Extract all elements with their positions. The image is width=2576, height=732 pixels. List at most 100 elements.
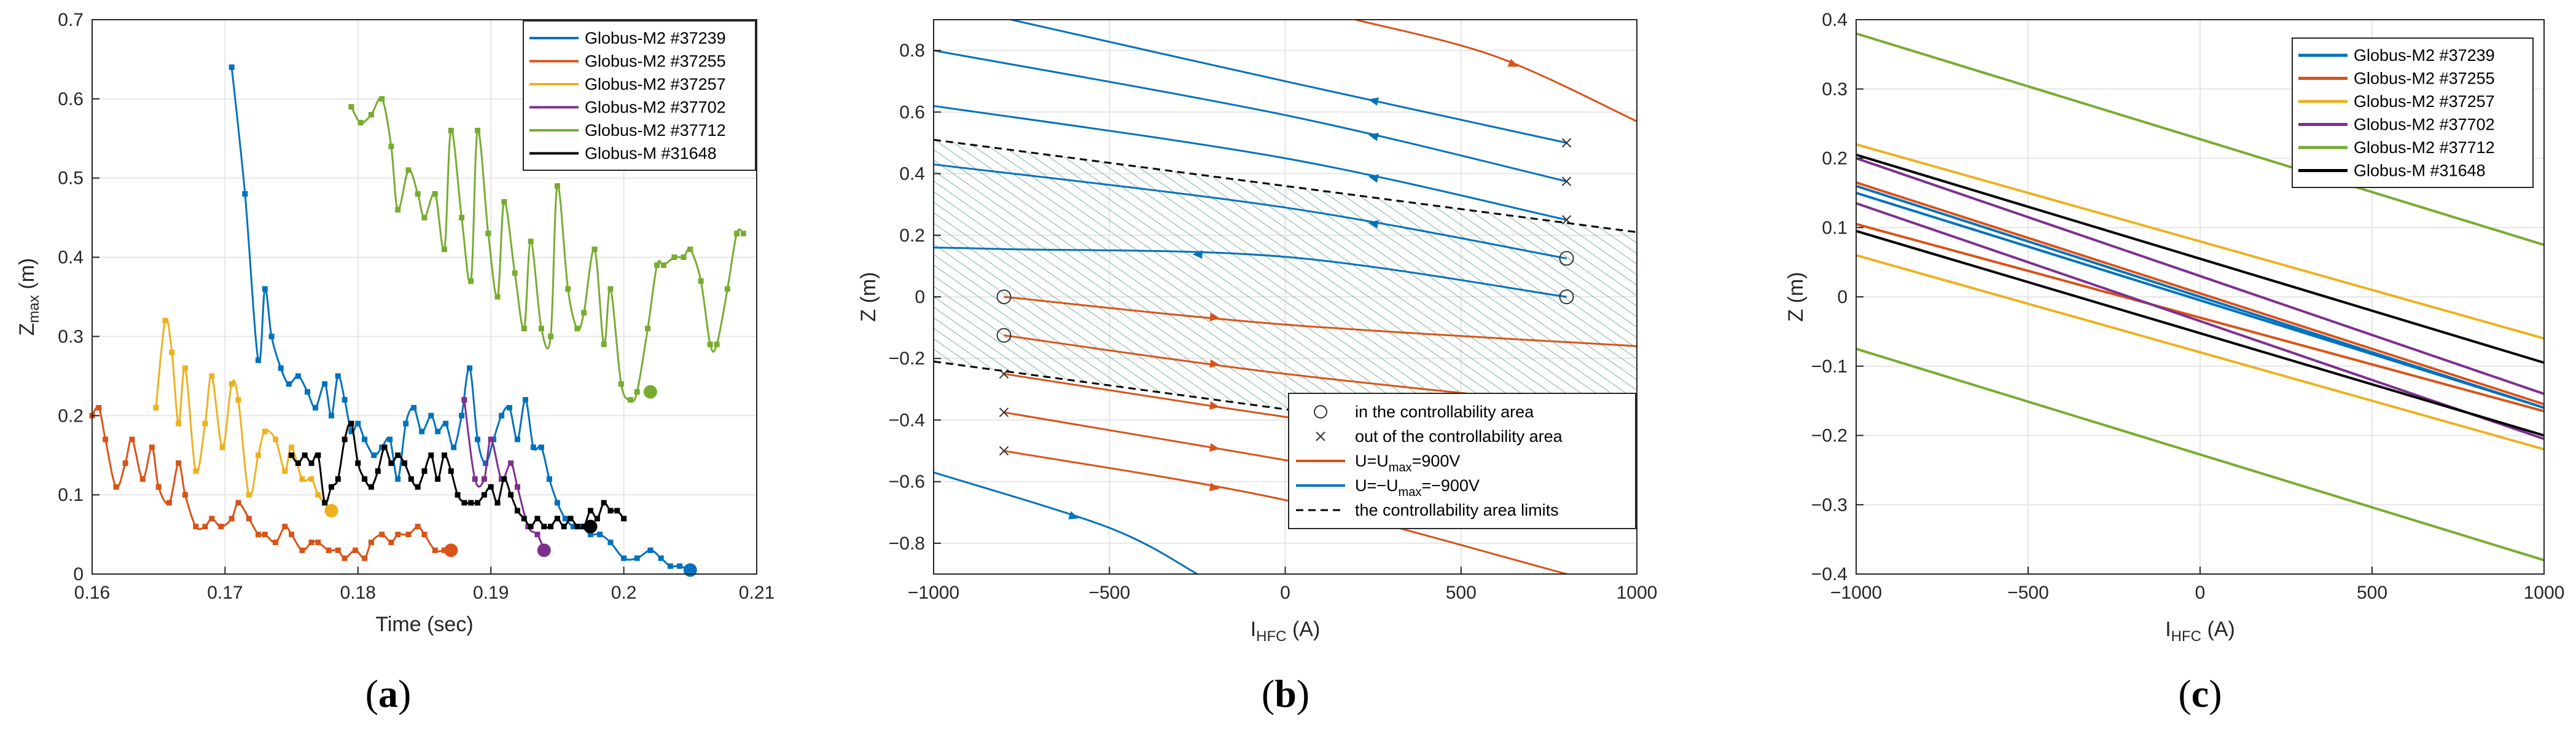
data-point bbox=[508, 492, 514, 498]
chart-b: −1000 −500 0 500 1000 −0.8 −0.6 −0.4 −0.2 0 0.2 0.4… bbox=[857, 19, 1657, 715]
data-point bbox=[627, 397, 633, 403]
data-point bbox=[315, 452, 321, 458]
data-point bbox=[419, 428, 425, 435]
x-tick-label: −1000 bbox=[908, 583, 959, 603]
end-marker bbox=[643, 385, 657, 399]
end-marker bbox=[324, 503, 338, 518]
chart-c: −1000 −500 0 500 1000 −0.4 −0.3 −0.2 −0.1 0 0.1 0.2… bbox=[1784, 10, 2564, 715]
data-point bbox=[514, 436, 520, 443]
legend-label: Globus-M #31648 bbox=[585, 144, 717, 163]
data-point bbox=[521, 516, 527, 522]
data-point bbox=[313, 404, 319, 411]
upper-limit-line bbox=[933, 138, 1637, 234]
legend-x-marker bbox=[1316, 431, 1325, 441]
trajectory-line bbox=[934, 471, 1198, 574]
data-point bbox=[494, 500, 501, 506]
data-point bbox=[268, 333, 275, 339]
series-3 bbox=[1856, 157, 2545, 441]
data-point bbox=[714, 341, 720, 347]
data-point bbox=[607, 286, 614, 292]
y-tick-label: −0.1 bbox=[1811, 356, 1848, 377]
data-point bbox=[671, 254, 677, 261]
start-marker-circle bbox=[996, 289, 1012, 304]
x-tick-label: 0.17 bbox=[207, 583, 243, 603]
trajectory-arrow bbox=[1209, 313, 1220, 321]
data-point bbox=[262, 286, 268, 292]
data-point bbox=[475, 127, 481, 133]
data-point bbox=[193, 524, 199, 530]
data-point bbox=[481, 476, 487, 482]
data-point bbox=[522, 397, 528, 403]
data-point bbox=[302, 452, 308, 458]
data-point bbox=[455, 492, 461, 498]
data-point bbox=[667, 563, 673, 569]
x-axis-label: IHFC (A) bbox=[2165, 618, 2235, 645]
y-tick-label: −0.2 bbox=[1811, 426, 1848, 446]
data-point bbox=[368, 539, 374, 545]
data-point bbox=[246, 516, 252, 522]
data-point bbox=[707, 341, 713, 347]
legend-label: Globus-M2 #37702 bbox=[2354, 116, 2495, 134]
trajectory-line bbox=[934, 163, 1567, 259]
data-point bbox=[273, 436, 279, 443]
data-point bbox=[740, 230, 746, 237]
data-point bbox=[475, 436, 481, 443]
data-point bbox=[415, 524, 421, 530]
y-axis-label: Z (m) bbox=[857, 272, 880, 321]
data-point bbox=[581, 310, 587, 316]
data-point bbox=[379, 96, 385, 102]
data-point bbox=[574, 524, 580, 530]
x-tick-label: 0 bbox=[2195, 583, 2206, 603]
blue-trajectory-2 bbox=[934, 104, 1572, 225]
data-point bbox=[388, 460, 394, 466]
data-point bbox=[475, 500, 481, 506]
legend-label: Globus-M2 #37257 bbox=[585, 75, 726, 93]
data-point bbox=[96, 404, 102, 411]
legend-label: Globus-M2 #37712 bbox=[585, 121, 726, 140]
data-point bbox=[289, 452, 295, 458]
data-point bbox=[501, 476, 507, 482]
red-trajectory-5 bbox=[1355, 20, 1637, 122]
blue-trajectory-0 bbox=[934, 246, 1574, 304]
data-point bbox=[342, 436, 348, 443]
y-tick-label: 0.1 bbox=[58, 485, 84, 505]
start-marker-circle bbox=[1559, 251, 1574, 266]
data-point bbox=[329, 412, 335, 419]
data-point bbox=[421, 214, 427, 221]
data-point bbox=[388, 143, 394, 149]
data-point bbox=[546, 476, 552, 482]
y-tick-label: 0.2 bbox=[899, 226, 925, 246]
data-point bbox=[554, 500, 560, 506]
data-point bbox=[432, 191, 438, 197]
limit-line bbox=[1856, 32, 2545, 246]
panel-label: (a) bbox=[365, 672, 412, 715]
data-point bbox=[601, 500, 607, 506]
data-point bbox=[299, 547, 305, 553]
data-point bbox=[256, 532, 261, 538]
y-tick-label: 0.3 bbox=[1822, 79, 1848, 100]
series-4 bbox=[1856, 32, 2545, 562]
trajectory-arrow bbox=[1507, 58, 1518, 67]
data-point bbox=[219, 444, 225, 451]
data-point bbox=[139, 476, 146, 482]
data-point bbox=[342, 397, 348, 403]
data-point bbox=[645, 326, 651, 332]
data-point bbox=[129, 436, 135, 443]
data-point bbox=[607, 508, 614, 514]
legend-label: Globus-M2 #37239 bbox=[2354, 46, 2495, 65]
data-point bbox=[355, 420, 361, 427]
panel-label: (c) bbox=[2178, 672, 2222, 715]
legend: in the controllability area out of the co… bbox=[1288, 393, 1636, 529]
data-point bbox=[538, 444, 544, 451]
data-point bbox=[235, 500, 241, 506]
start-marker-x bbox=[1561, 138, 1572, 148]
trajectory-arrow bbox=[1209, 359, 1220, 368]
start-marker-x bbox=[999, 407, 1009, 417]
data-point bbox=[565, 286, 571, 292]
limit-line bbox=[1856, 222, 2545, 412]
x-axis-label: Time (sec) bbox=[375, 613, 473, 636]
y-tick-label: 0.8 bbox=[899, 41, 925, 61]
data-point bbox=[305, 389, 311, 395]
limit-line bbox=[1856, 181, 2545, 406]
y-tick-label: 0.4 bbox=[1822, 10, 1848, 30]
